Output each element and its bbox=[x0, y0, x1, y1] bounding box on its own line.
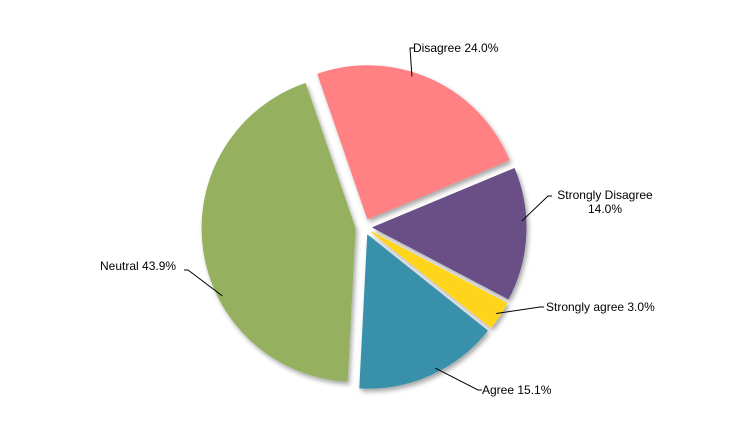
label-strongly-disagree-line-2: 14.0% bbox=[588, 202, 622, 216]
slice-disagree bbox=[317, 65, 510, 220]
slice-agree bbox=[359, 234, 488, 389]
leader-line-strongly-agree bbox=[496, 306, 544, 315]
leader-line-agree bbox=[434, 367, 482, 391]
slice-strongly-agree bbox=[371, 231, 508, 328]
label-strongly-disagree-line-1: Strongly Disagree bbox=[557, 188, 653, 202]
label-agree: Agree 15.1% bbox=[482, 383, 552, 397]
leader-line-disagree bbox=[409, 47, 414, 77]
label-strongly-agree: Strongly agree 3.0% bbox=[546, 300, 655, 314]
label-disagree: Disagree 24.0% bbox=[413, 41, 499, 55]
slice-strongly-disagree bbox=[372, 168, 527, 300]
leader-line-strongly-disagree bbox=[521, 195, 552, 222]
leader-line-neutral bbox=[184, 269, 223, 297]
label-neutral: Neutral 43.9% bbox=[100, 259, 176, 273]
pie-slices bbox=[201, 65, 527, 389]
slice-neutral bbox=[201, 83, 356, 382]
